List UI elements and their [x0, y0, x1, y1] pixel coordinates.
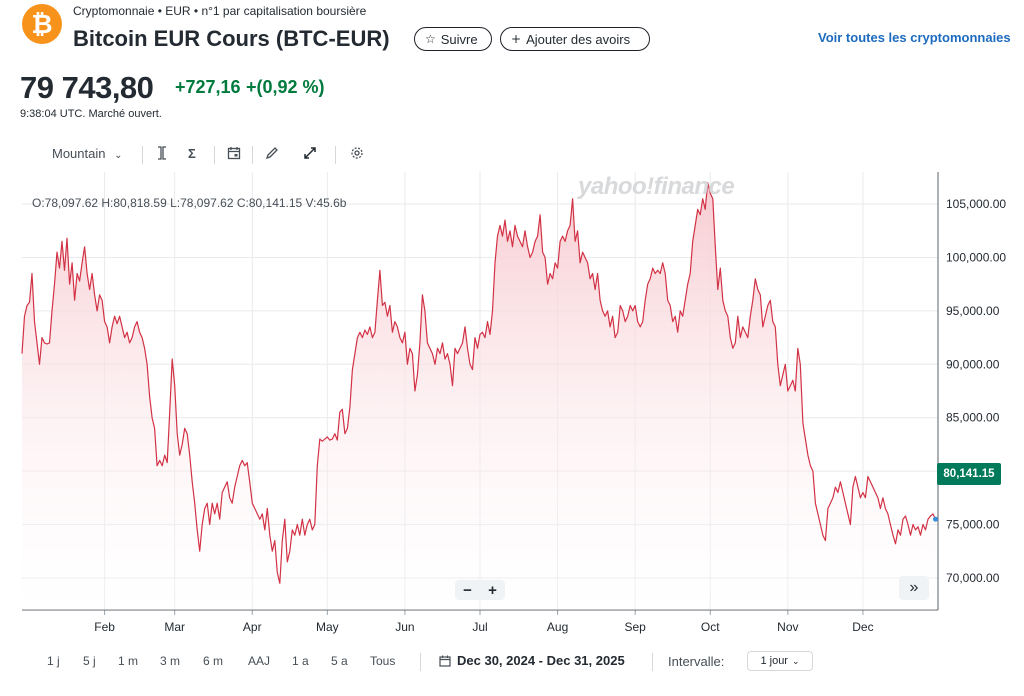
- x-tick-label: Feb: [94, 620, 115, 634]
- interval-value: 1 jour: [760, 655, 788, 667]
- zoom-in-button[interactable]: +: [488, 581, 497, 599]
- x-tick-label: Jul: [472, 620, 487, 634]
- range-5y-button[interactable]: 5 a: [331, 654, 348, 668]
- toolbar-divider: [142, 146, 143, 164]
- settings-icon[interactable]: [350, 146, 364, 163]
- scroll-forward-button[interactable]: »: [899, 576, 929, 600]
- range-1m-button[interactable]: 1 m: [118, 654, 139, 668]
- price-chart-svg: 70,000.0075,000.0080,000.0085,000.0090,0…: [21, 172, 1006, 634]
- chart-type-label: Mountain: [52, 146, 106, 161]
- last-price-tag: 80,141.15: [937, 463, 1001, 485]
- x-tick-label: May: [316, 620, 339, 634]
- events-icon[interactable]: [227, 146, 241, 163]
- zoom-out-button[interactable]: −: [463, 581, 472, 599]
- chevron-down-icon: ⌄: [791, 655, 800, 666]
- ohlc-readout: O:78,097.62 H:80,818.59 L:78,097.62 C:80…: [32, 196, 347, 210]
- y-tick-label: 100,000.00: [946, 250, 1006, 264]
- follow-button-label: Suivre: [440, 31, 478, 47]
- follow-button[interactable]: ☆ Suivre: [414, 27, 492, 51]
- range-6m-button[interactable]: 6 m: [203, 654, 224, 668]
- y-tick-label: 70,000.00: [946, 571, 1000, 585]
- footer-divider: [652, 653, 653, 671]
- price-change: +727,16: [175, 77, 241, 97]
- bitcoin-logo-icon: ₿: [22, 4, 62, 44]
- price-change-percent: +(0,92 %): [246, 77, 325, 97]
- zoom-controls: − +: [455, 580, 505, 600]
- toolbar-divider: [252, 146, 253, 164]
- breadcrumb: Cryptomonnaie • EUR • n°1 par capitalisa…: [73, 4, 367, 18]
- date-range-label: Dec 30, 2024 - Dec 31, 2025: [457, 653, 625, 668]
- calendar-icon: [439, 655, 451, 667]
- indicators-icon[interactable]: Σ: [188, 146, 196, 161]
- fullscreen-icon[interactable]: [303, 146, 317, 163]
- chart-type-dropdown[interactable]: Mountain ⌄: [52, 146, 123, 161]
- comparison-icon[interactable]: [156, 146, 168, 163]
- interval-label: Intervalle:: [668, 654, 725, 669]
- range-all-button[interactable]: Tous: [370, 654, 396, 668]
- yahoo-finance-watermark: yahoo!finance: [578, 173, 735, 200]
- add-holdings-label: Ajouter des avoirs: [526, 31, 631, 47]
- quote-header: ₿ Cryptomonnaie • EUR • n°1 par capitali…: [0, 0, 1024, 62]
- date-range-picker[interactable]: Dec 30, 2024 - Dec 31, 2025: [439, 653, 625, 668]
- last-point-marker: [932, 516, 938, 522]
- y-tick-label: 90,000.00: [946, 357, 1000, 371]
- add-holdings-button[interactable]: + Ajouter des avoirs: [500, 27, 650, 51]
- x-tick-label: Mar: [164, 620, 185, 634]
- toolbar-divider: [214, 146, 215, 164]
- price-area-fill: [22, 182, 936, 610]
- range-footer: 1 j 5 j 1 m 3 m 6 m AAJ 1 a 5 a Tous Dec…: [0, 648, 1024, 676]
- footer-divider: [420, 653, 421, 671]
- see-all-crypto-link[interactable]: Voir toutes les cryptomonnaies: [818, 30, 1011, 45]
- x-tick-label: Apr: [243, 620, 262, 634]
- star-icon: ☆: [425, 32, 436, 46]
- range-5d-button[interactable]: 5 j: [83, 654, 96, 668]
- range-ytd-button[interactable]: AAJ: [248, 654, 271, 668]
- current-price: 79 743,80: [20, 70, 154, 105]
- x-tick-label: Aug: [547, 620, 568, 634]
- plus-icon: +: [511, 32, 522, 46]
- interval-dropdown[interactable]: 1 jour ⌄: [747, 651, 813, 671]
- range-3m-button[interactable]: 3 m: [160, 654, 181, 668]
- market-status: 9:38:04 UTC. Marché ouvert.: [20, 108, 162, 120]
- x-tick-label: Nov: [777, 620, 798, 634]
- chevron-down-icon: ⌄: [114, 150, 123, 161]
- y-tick-label: 75,000.00: [946, 518, 1000, 532]
- x-tick-label: Sep: [624, 620, 646, 634]
- range-1y-button[interactable]: 1 a: [292, 654, 309, 668]
- y-tick-label: 105,000.00: [946, 197, 1006, 211]
- price-line: [21, 182, 937, 584]
- range-1d-button[interactable]: 1 j: [47, 654, 60, 668]
- draw-icon[interactable]: [265, 146, 279, 163]
- price-chart[interactable]: 70,000.0075,000.0080,000.0085,000.0090,0…: [0, 170, 1024, 640]
- y-tick-label: 85,000.00: [946, 411, 1000, 425]
- x-tick-label: Jun: [395, 620, 414, 634]
- x-tick-label: Oct: [701, 620, 720, 634]
- page-title: Bitcoin EUR Cours (BTC-EUR): [73, 26, 390, 51]
- x-tick-label: Dec: [852, 620, 873, 634]
- toolbar-divider: [335, 146, 336, 164]
- y-tick-label: 95,000.00: [946, 304, 1000, 318]
- chart-toolbar: Mountain ⌄ Σ: [0, 140, 1024, 170]
